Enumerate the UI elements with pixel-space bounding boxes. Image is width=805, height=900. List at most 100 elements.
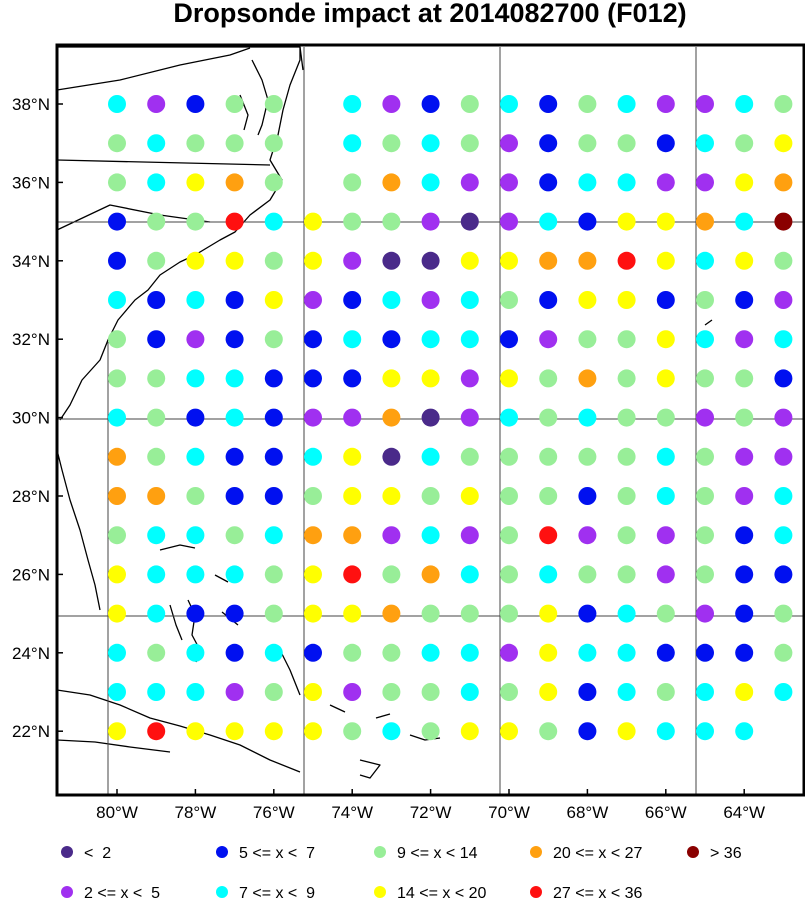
impact-point (382, 526, 401, 545)
impact-point (147, 604, 166, 623)
lon-label: 78°W (175, 803, 217, 822)
impact-point (147, 722, 166, 741)
impact-point (539, 369, 558, 388)
impact-point (186, 722, 205, 741)
impact-point (186, 526, 205, 545)
impact-point (186, 408, 205, 427)
impact-point (617, 487, 636, 505)
impact-point (539, 173, 558, 192)
impact-point (656, 526, 675, 545)
impact-point (460, 408, 479, 427)
impact-point (264, 95, 283, 113)
impact-point (186, 212, 205, 231)
impact-point (774, 369, 793, 388)
impact-point (696, 487, 714, 505)
impact-point (500, 408, 518, 427)
impact-point (343, 251, 362, 270)
impact-point (304, 604, 322, 623)
impact-point (186, 291, 205, 309)
impact-point (264, 251, 283, 270)
impact-point (774, 643, 793, 662)
impact-point (108, 408, 126, 427)
impact-point (186, 683, 205, 701)
impact-point (774, 565, 793, 584)
impact-point (500, 487, 518, 505)
impact-point (578, 683, 597, 701)
map-title: Dropsonde impact at 2014082700 (F012) (173, 0, 686, 28)
impact-point (382, 722, 401, 741)
impact-point (304, 330, 322, 349)
impact-point (460, 565, 479, 584)
impact-point (225, 330, 244, 349)
impact-point (735, 643, 754, 662)
legend-label: 9 <= x < 14 (397, 845, 478, 862)
impact-point (382, 487, 401, 505)
legend-swatch (530, 846, 542, 858)
impact-point (696, 369, 714, 388)
impact-point (304, 447, 322, 466)
impact-point (186, 330, 205, 349)
impact-point (460, 487, 479, 505)
impact-point (186, 565, 205, 584)
impact-point (264, 173, 283, 192)
impact-point (578, 565, 597, 584)
impact-point (460, 173, 479, 192)
impact-point (735, 212, 754, 231)
impact-point (735, 291, 754, 309)
impact-point (264, 408, 283, 427)
impact-point (186, 173, 205, 192)
impact-point (147, 447, 166, 466)
impact-point (735, 683, 754, 701)
impact-point (774, 683, 793, 701)
lon-label: 70°W (488, 803, 530, 822)
impact-point (774, 526, 793, 545)
impact-point (147, 291, 166, 309)
legend-label: 27 <= x < 36 (553, 885, 643, 900)
impact-point (656, 722, 675, 741)
impact-point (264, 604, 283, 623)
impact-point (108, 604, 126, 623)
impact-point (343, 526, 362, 545)
impact-point (578, 722, 597, 741)
impact-point (225, 487, 244, 505)
impact-point (343, 722, 362, 741)
impact-point (421, 330, 440, 349)
impact-point (500, 643, 518, 662)
impact-point (225, 212, 244, 231)
impact-point (108, 95, 126, 113)
lat-label: 28°N (12, 487, 50, 506)
impact-point (304, 251, 322, 270)
impact-point (696, 408, 714, 427)
impact-point (147, 251, 166, 270)
impact-point (578, 134, 597, 153)
impact-point (421, 212, 440, 231)
impact-point (578, 291, 597, 309)
impact-point (382, 251, 401, 270)
lon-label: 68°W (567, 803, 609, 822)
latitude-axis: 38°N 36°N 34°N 32°N 30°N 28°N 26°N 24°N 22°N (12, 95, 63, 741)
impact-point (225, 526, 244, 545)
impact-point (382, 95, 401, 113)
impact-point (735, 565, 754, 584)
impact-point (108, 251, 126, 270)
lat-label: 22°N (12, 722, 50, 741)
impact-point (617, 291, 636, 309)
impact-point (578, 173, 597, 192)
impact-point (774, 212, 793, 231)
impact-point (304, 643, 322, 662)
impact-point (382, 604, 401, 623)
impact-point (696, 134, 714, 153)
legend-swatch (687, 846, 699, 858)
legend-label: 14 <= x < 20 (397, 885, 487, 900)
impact-point (656, 212, 675, 231)
impact-point (382, 447, 401, 466)
lat-label: 38°N (12, 95, 50, 114)
impact-point (421, 643, 440, 662)
impact-point (656, 134, 675, 153)
impact-point (774, 251, 793, 270)
impact-point (343, 643, 362, 662)
impact-point (421, 722, 440, 741)
impact-point (774, 447, 793, 466)
impact-point (460, 212, 479, 231)
